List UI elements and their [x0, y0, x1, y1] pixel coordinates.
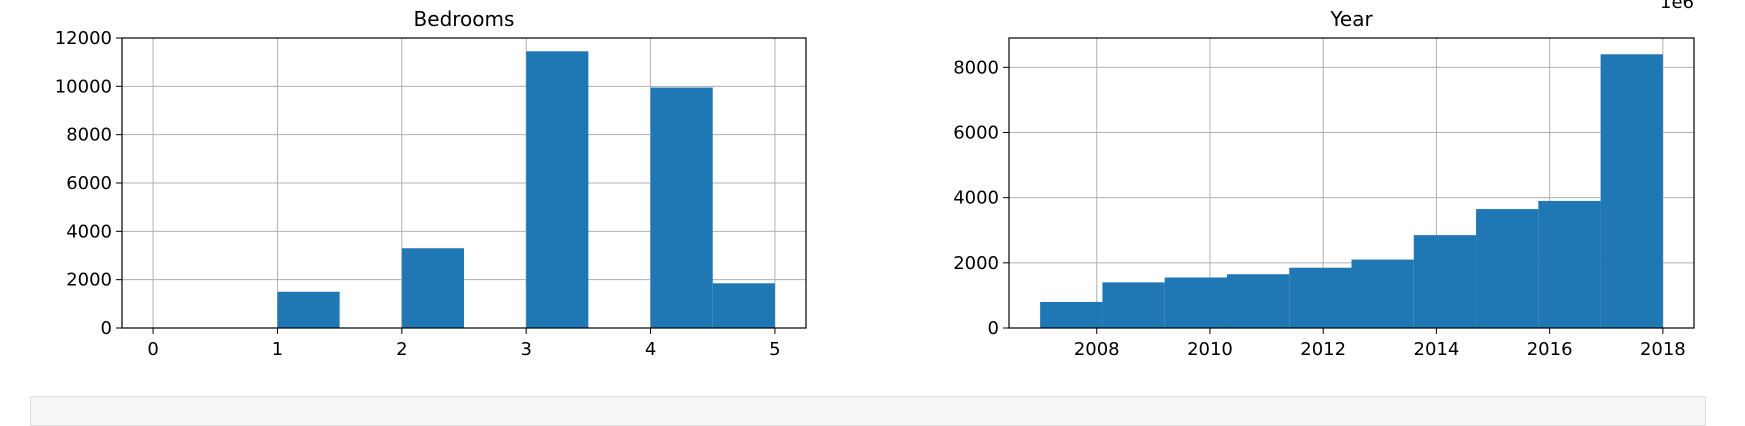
histogram-bar	[712, 283, 775, 328]
histogram-bar	[1600, 54, 1663, 328]
y-tick-label: 4000	[66, 221, 112, 242]
histogram-bar	[1102, 282, 1165, 328]
x-tick-label: 2008	[1074, 339, 1120, 360]
y-tick-label: 0	[988, 318, 999, 339]
x-tick-label: 2012	[1300, 339, 1346, 360]
x-tick-label: 3	[520, 339, 531, 360]
x-tick-label: 2010	[1187, 339, 1233, 360]
x-tick-label: 2018	[1640, 339, 1686, 360]
histogram-figure: Bedrooms 0 1 2 3 4 5 0 2000 4000 6000 8000 10000 1200…	[55, 0, 1695, 360]
histogram-bar	[401, 248, 464, 328]
notebook-output-cell	[30, 396, 1706, 426]
histogram-bar	[1040, 301, 1103, 328]
chart-title: Bedrooms	[414, 7, 515, 31]
histogram-bar	[1413, 235, 1477, 328]
chart-1: Bedrooms 0 1 2 3 4 5 0 2000 4000 6000 8000 10000 1200…	[55, 7, 807, 360]
y-tick-label: 10000	[55, 76, 112, 97]
y-tick-label: 6000	[953, 122, 999, 143]
x-tick-label: 2016	[1527, 339, 1573, 360]
y-tick-label: 2000	[66, 270, 112, 291]
histogram-bar	[1226, 274, 1290, 328]
x-tick-label: 4	[645, 339, 656, 360]
chart-title: Year	[1329, 7, 1373, 31]
y-tick-label: 6000	[66, 173, 112, 194]
y-tick-label: 4000	[953, 188, 999, 209]
histogram-bar	[1538, 200, 1601, 328]
y-tick-label: 2000	[953, 253, 999, 274]
histogram-bar	[1351, 259, 1414, 328]
histogram-bar	[526, 51, 589, 329]
y-tick-label: 0	[101, 318, 112, 339]
axes-frame	[1008, 37, 1695, 329]
x-tick-label: 5	[769, 339, 780, 360]
histogram-bar	[1164, 277, 1227, 328]
y-tick-label: 8000	[953, 57, 999, 78]
x-tick-label: 0	[147, 339, 158, 360]
histogram-bar	[1289, 267, 1352, 328]
x-tick-label: 1	[272, 339, 283, 360]
y-tick-label: 8000	[66, 125, 112, 146]
histogram-bar	[650, 87, 713, 329]
histogram-bar	[277, 291, 340, 328]
chart-2: Year 1e6 2008 2010 2012 2014 2016 2018 0 2000 4000…	[953, 0, 1695, 360]
axis-offset-label: 1e6	[1660, 0, 1694, 13]
histogram-bar	[1476, 209, 1539, 328]
x-tick-label: 2014	[1414, 339, 1460, 360]
y-tick-label: 12000	[55, 28, 112, 49]
x-tick-label: 2	[396, 339, 407, 360]
